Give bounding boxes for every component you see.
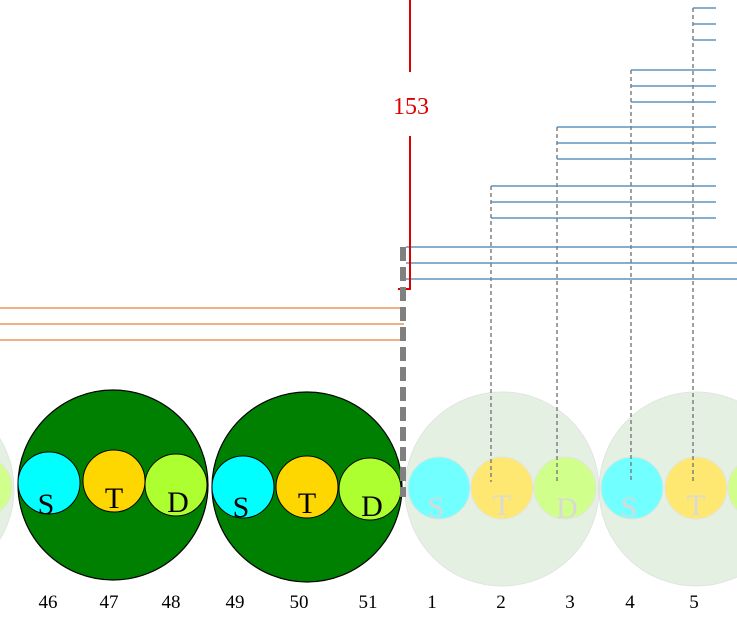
position-number: 2 [496,592,506,613]
position-number: 50 [290,592,309,613]
sub-circle-t [470,456,534,520]
group-active-2: S T D [211,391,403,583]
sub-circle-t [664,456,728,520]
sub-label-s: S [428,491,445,524]
position-marker [398,0,411,290]
sub-circle-s [17,451,81,515]
position-number: 49 [226,592,245,613]
position-number: 3 [565,592,575,613]
group-active-1: S T D [17,389,209,581]
sub-circle-d [533,456,597,520]
sub-circle-d [0,462,13,512]
position-number: 1 [427,592,437,613]
marker-line-lower [398,136,411,290]
sub-label-d: D [167,486,189,519]
position-number: 51 [359,592,378,613]
position-number: 4 [625,592,635,613]
group-faded-1: S T D [404,391,600,587]
sub-label-t: T [687,489,705,522]
sub-circle-d [727,465,737,511]
sub-circle-s [211,455,275,519]
sub-circle-d [144,453,208,517]
position-numbers: 46 47 48 49 50 51 1 2 3 4 5 [39,592,699,613]
sub-circle-s [407,456,471,520]
marker-label: 153 [393,94,429,120]
sub-label-s: S [38,488,55,521]
sub-circle-s [600,456,664,520]
group-faded-2: S T [598,391,737,587]
group-faded-left [0,437,15,541]
sub-label-t: T [105,482,123,515]
circle-groups: S T D S T D S T D [0,389,737,587]
position-number: 48 [162,592,181,613]
blue-lines [406,7,737,280]
orange-lines [0,307,404,341]
position-number: 5 [689,592,699,613]
position-number: 46 [39,592,58,613]
sub-label-t: T [298,487,316,520]
sub-label-d: D [556,492,578,525]
sub-label-s: S [621,491,638,524]
sub-label-t: T [493,489,511,522]
position-number: 47 [100,592,119,613]
sub-label-s: S [233,491,250,524]
dashed-connectors [400,8,694,497]
sub-label-d: D [361,490,383,523]
sub-circle-t [275,455,339,519]
